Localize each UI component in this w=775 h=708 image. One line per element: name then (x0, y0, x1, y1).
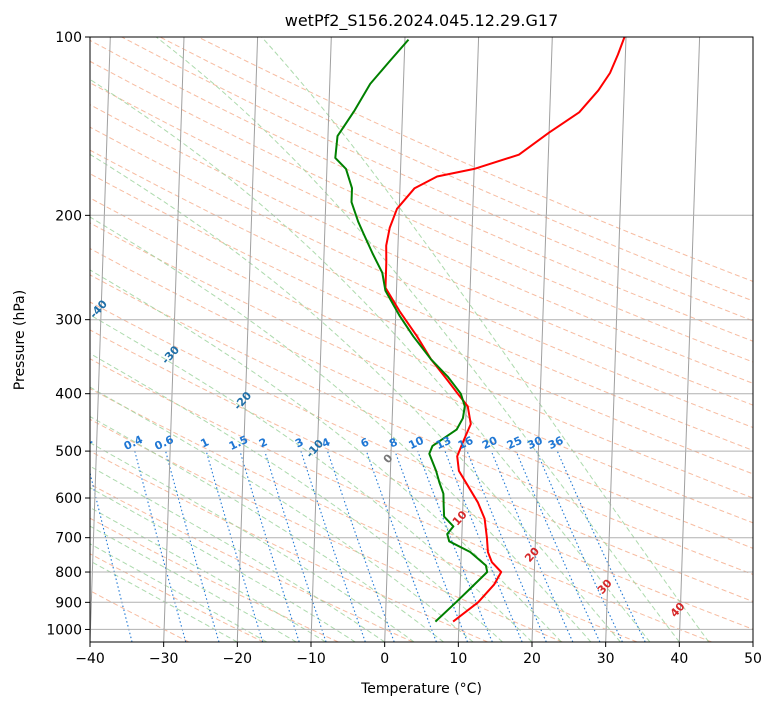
dry-adiabat-line (90, 590, 190, 642)
moist-adiabat-line (155, 37, 680, 642)
y-tick-label: 1000 (46, 622, 82, 638)
profile-series (334, 37, 626, 623)
dry-adiabat-line (90, 222, 753, 524)
dry-adiabat-line (90, 197, 753, 499)
mixing-ratio-line (239, 450, 300, 642)
y-tick-label: 200 (55, 208, 82, 224)
x-tick-label: 50 (744, 651, 762, 667)
dry-adiabat-line (197, 37, 753, 282)
y-tick-label: 600 (55, 491, 82, 507)
dry-adiabat-line (90, 329, 753, 630)
x-axis-ticks: −40 −30 −20 −10 0 10 20 30 40 50 (75, 642, 762, 667)
mixing-ratio-line (300, 450, 366, 642)
x-tick-label: −20 (223, 651, 253, 667)
mixing-ratio-label: 0.2 (72, 433, 95, 453)
mixing-ratio-label: 30 (525, 434, 545, 452)
background-lines (90, 37, 753, 642)
y-axis-label: Pressure (hPa) (12, 290, 28, 390)
mixing-ratio-line (466, 450, 547, 642)
moist-adiabat-line (90, 78, 651, 642)
isotherm-line (605, 37, 627, 642)
moist-adiabat-line (261, 37, 710, 642)
mixing-ratio-line (264, 450, 327, 642)
dry-adiabat-line (90, 60, 753, 363)
x-axis-label: Temperature (°C) (360, 681, 482, 697)
moist-adiabat-line (90, 352, 503, 642)
y-tick-label: 100 (55, 30, 82, 46)
x-tick-label: −10 (296, 651, 326, 667)
moist-adiabat-line (90, 465, 385, 642)
mixing-ratio-line (134, 450, 187, 642)
moist-adiabat-line (90, 386, 474, 642)
dry-adiabat-line (90, 450, 488, 642)
mixing-ratio-label: 25 (505, 434, 524, 452)
x-tick-label: 30 (597, 651, 615, 667)
pressure-grid (90, 37, 753, 630)
y-tick-label: 700 (55, 531, 82, 547)
mixing-ratio-label: 13 (434, 434, 453, 452)
dry-adiabat-line (90, 418, 563, 642)
y-tick-label: 300 (55, 313, 82, 329)
mixing-ratio-label: 36 (546, 434, 566, 452)
x-tick-label: 10 (449, 651, 467, 667)
isotherm-line (531, 37, 553, 642)
dewpoint-line (334, 38, 489, 623)
dry-adiabat-line (159, 37, 753, 302)
isotherm-line (310, 37, 332, 642)
mixing-ratio-label: 20 (480, 434, 500, 452)
isotherm-line (236, 37, 259, 642)
dry-adiabat-line (90, 247, 753, 549)
y-axis-ticks: 100 200 300 400 500 600 700 800 900 1000 (46, 30, 90, 638)
dry-adiabat-line (90, 274, 753, 576)
moist-adiabat-line (90, 269, 562, 642)
isotherm-line (90, 37, 111, 642)
dry-adiabat-line (90, 387, 638, 642)
dry-adiabat-line (90, 39, 753, 342)
x-tick-label: 0 (380, 651, 389, 667)
dry-adiabat-line (90, 517, 339, 642)
dry-adiabat-line (121, 37, 753, 322)
mixing-ratio-line (205, 450, 264, 642)
moist-adiabat-line (90, 314, 533, 642)
mixing-ratio-label: 16 (456, 434, 476, 452)
chart-title: wetPf2_S156.2024.045.12.29.G17 (285, 11, 559, 31)
y-tick-label: 400 (55, 387, 82, 403)
mixing-ratio-line (444, 450, 523, 642)
dry-adiabat-line (90, 358, 712, 642)
dry-adiabat-line (90, 301, 753, 603)
dry-adiabat-line (90, 173, 753, 475)
mixing-ratio-line (165, 450, 220, 642)
x-tick-label: 20 (523, 651, 541, 667)
moist-adiabat-line (90, 216, 592, 642)
y-tick-label: 800 (55, 565, 82, 581)
y-tick-label: 900 (55, 595, 82, 611)
isotherm-line (384, 37, 406, 642)
isotherm-line (163, 37, 185, 642)
moist-adiabat-line (90, 525, 297, 642)
y-tick-label: 500 (55, 444, 82, 460)
x-tick-label: 40 (670, 651, 688, 667)
mixing-ratio-label: 10 (407, 434, 427, 452)
plot-frame (89, 36, 754, 643)
x-tick-label: −30 (149, 651, 179, 667)
x-tick-label: −40 (75, 651, 105, 667)
isotherm-line (678, 37, 701, 642)
isotherm-line (457, 37, 480, 642)
mixing-ratio-line (365, 450, 437, 642)
moist-adiabat-line (90, 153, 621, 642)
moist-adiabat-line (90, 506, 326, 642)
mixing-ratio-line (490, 450, 574, 642)
